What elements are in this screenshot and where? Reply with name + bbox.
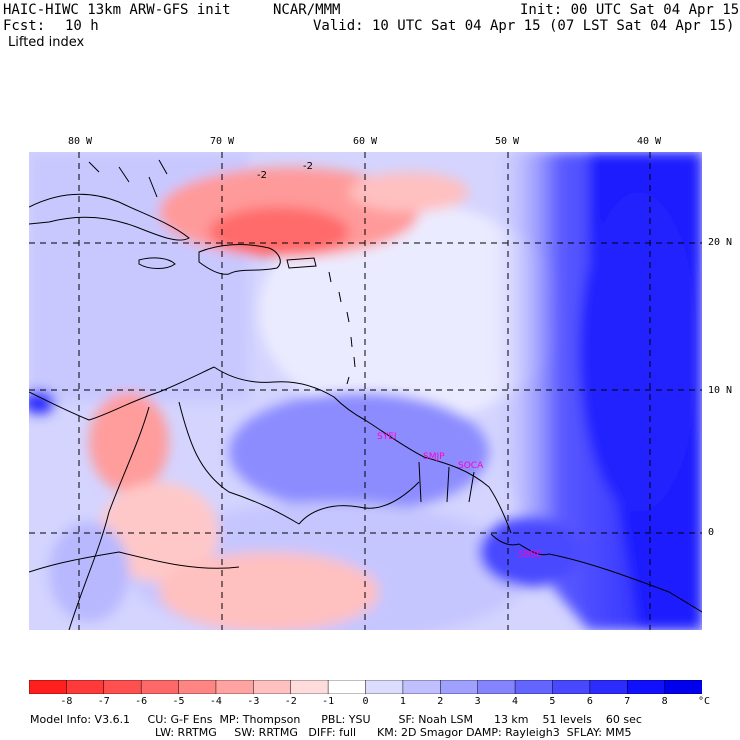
colorbar-unit: °C <box>697 696 711 707</box>
colorbar-swatch <box>140 680 180 694</box>
station-soca: SOCA <box>458 461 484 471</box>
model-info-line2: LW: RRTMG SW: RRTMG DIFF: full KM: 2D Sm… <box>155 726 632 739</box>
lifted-index-map: -2 -2 <box>29 152 702 630</box>
init-time: Init: 00 UTC Sat 04 Apr 15 <box>520 2 740 18</box>
lat-label-10n: 10 N <box>708 385 733 396</box>
station-smjp: SMJP <box>423 452 445 462</box>
lon-label-50w: 50 W <box>495 136 520 147</box>
colorbar-swatch <box>440 680 479 694</box>
agency-label: NCAR/MMM <box>273 2 341 18</box>
lat-label-20n: 20 N <box>708 237 733 248</box>
colorbar-swatch <box>327 680 367 694</box>
colorbar-swatch <box>29 680 68 694</box>
contour-label: -2 <box>303 161 313 172</box>
colorbar-tick-label: 4 <box>512 696 519 707</box>
lat-label-eq: 0 <box>708 527 715 538</box>
colorbar-tick-label: 6 <box>586 696 593 707</box>
colorbar-swatch <box>290 680 329 694</box>
colorbar-tick-label: 5 <box>549 696 556 707</box>
colorbar-swatch <box>66 680 105 694</box>
colorbar <box>29 680 702 694</box>
colorbar-swatch <box>365 680 404 694</box>
colorbar-swatch <box>477 680 516 694</box>
colorbar-tick-label: 0 <box>362 696 369 707</box>
lon-label-60w: 60 W <box>353 136 378 147</box>
lon-label-40w: 40 W <box>637 136 662 147</box>
colorbar-tick-label: -6 <box>135 696 148 707</box>
colorbar-tick-label: 7 <box>624 696 631 707</box>
forecast-label: Fcst: <box>3 18 46 34</box>
colorbar-tick-label: 1 <box>399 696 406 707</box>
colorbar-swatch <box>253 680 292 694</box>
colorbar-swatch <box>178 680 217 694</box>
field-name: Lifted index <box>8 35 85 50</box>
colorbar-swatch <box>589 680 628 694</box>
model-title: HAIC-HIWC 13km ARW-GFS init <box>3 2 231 18</box>
colorbar-tick-label: 2 <box>437 696 444 707</box>
colorbar-tick-label: 8 <box>661 696 668 707</box>
valid-time: Valid: 10 UTC Sat 04 Apr 15 (07 LST Sat … <box>313 18 735 34</box>
colorbar-tick-label: -7 <box>97 696 110 707</box>
forecast-hour: 10 h <box>65 18 99 34</box>
map-svg: -2 -2 <box>29 152 702 630</box>
colorbar-tick-label: -2 <box>284 696 297 707</box>
colorbar-tick-label: -8 <box>60 696 73 707</box>
coastlines <box>29 159 702 630</box>
colorbar-tick-label: 3 <box>474 696 481 707</box>
colorbar-tick-label: -5 <box>172 696 185 707</box>
colorbar-swatch <box>103 680 142 694</box>
colorbar-tick-label: -3 <box>247 696 260 707</box>
lon-label-70w: 70 W <box>210 136 235 147</box>
colorbar-swatch <box>514 680 554 694</box>
colorbar-swatch <box>664 680 702 694</box>
lat-lon-grid <box>29 152 702 630</box>
contour-label: -2 <box>257 170 267 181</box>
colorbar-tick-label: -4 <box>209 696 222 707</box>
lon-label-80w: 80 W <box>68 136 93 147</box>
colorbar-swatch <box>552 680 591 694</box>
colorbar-swatch <box>626 680 666 694</box>
colorbar-swatch <box>402 680 442 694</box>
colorbar-tick-label: -1 <box>322 696 335 707</box>
station-sbbe: SBBE <box>518 550 542 560</box>
station-syei: SYEI <box>377 432 397 442</box>
colorbar-swatch <box>215 680 255 694</box>
model-info-line1: Model Info: V3.6.1 CU: G-F Ens MP: Thomp… <box>30 713 642 726</box>
